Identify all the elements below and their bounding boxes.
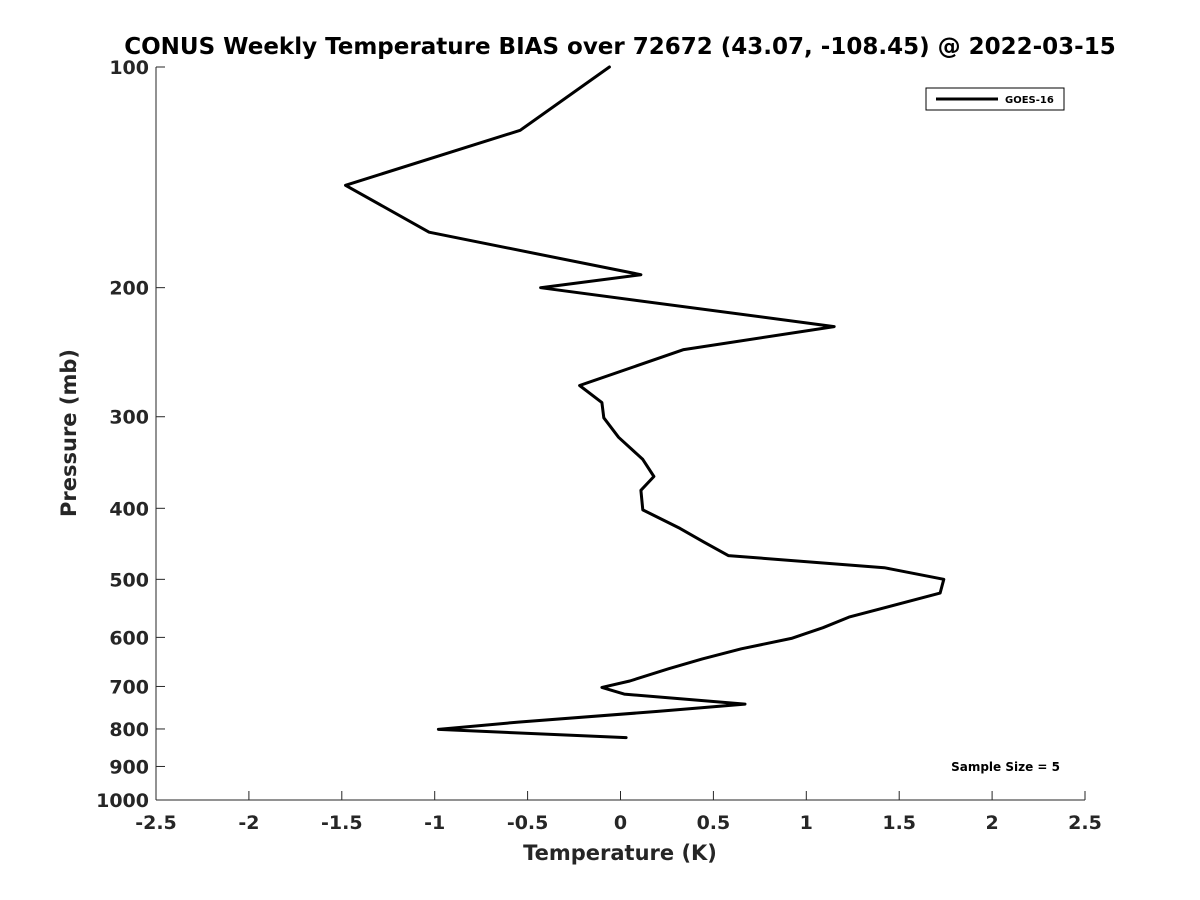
y-axis-ticks: 100 200 300 400 500 600 700 800 900 1000: [96, 57, 165, 812]
y-tick-label: 700: [109, 676, 149, 698]
y-tick-label: 500: [109, 569, 149, 591]
series-group: [344, 65, 946, 740]
x-tick-label: -2: [238, 812, 259, 834]
y-tick-label: 100: [109, 57, 149, 79]
y-tick-label: 800: [109, 719, 149, 741]
y-tick-label: 1000: [96, 790, 149, 812]
y-tick-label: 200: [109, 278, 149, 300]
legend: GOES-16: [925, 87, 1065, 111]
x-tick-label: 0: [614, 812, 627, 834]
x-tick-label: -2.5: [135, 812, 177, 834]
series-line-goes-16: [344, 65, 946, 740]
x-tick-label: 1.5: [882, 812, 916, 834]
x-axis-label: Temperature (K): [523, 841, 717, 865]
chart-title: CONUS Weekly Temperature BIAS over 72672…: [124, 34, 1115, 60]
x-tick-label: 1: [800, 812, 813, 834]
x-tick-label: 0.5: [697, 812, 731, 834]
x-tick-label: 2: [985, 812, 998, 834]
x-tick-label: -1.5: [321, 812, 363, 834]
y-tick-label: 900: [109, 756, 149, 778]
y-tick-label: 400: [109, 498, 149, 520]
x-tick-label: 2.5: [1068, 812, 1102, 834]
y-tick-label: 600: [109, 627, 149, 649]
y-axis-label: Pressure (mb): [57, 349, 81, 517]
legend-label-goes-16: GOES-16: [1005, 95, 1054, 106]
x-tick-label: -0.5: [507, 812, 549, 834]
x-tick-label: -1: [424, 812, 445, 834]
plot-area: [156, 67, 1085, 800]
x-axis-ticks: -2.5 -2 -1.5 -1 -0.5 0 0.5 1 1.5 2 2.5: [135, 791, 1102, 834]
y-tick-label: 300: [109, 407, 149, 429]
sample-size-annotation: Sample Size = 5: [951, 760, 1060, 774]
